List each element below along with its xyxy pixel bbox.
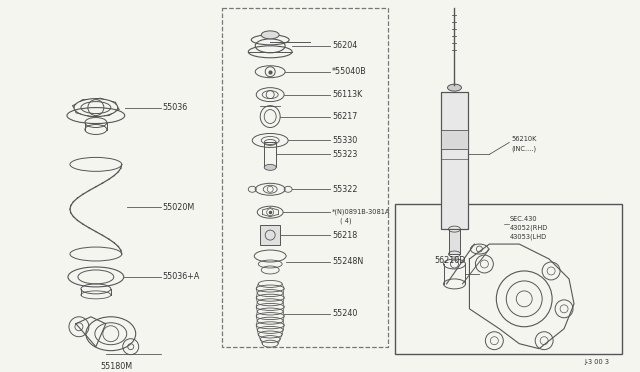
Text: 56217: 56217 — [332, 112, 357, 121]
Text: 43052(RHD: 43052(RHD — [509, 225, 548, 231]
Text: 55020M: 55020M — [163, 203, 195, 212]
Ellipse shape — [264, 164, 276, 170]
Text: 56218: 56218 — [332, 231, 357, 240]
Text: (INC....): (INC....) — [511, 145, 536, 152]
Text: 43053(LHD: 43053(LHD — [509, 234, 547, 240]
Bar — [440, 92, 468, 229]
Text: 55180M: 55180M — [101, 362, 133, 371]
Text: 56113K: 56113K — [332, 90, 362, 99]
Bar — [440, 129, 468, 150]
Ellipse shape — [261, 31, 279, 39]
Text: 55036+A: 55036+A — [163, 272, 200, 282]
Bar — [395, 204, 622, 354]
Text: 56204: 56204 — [332, 41, 357, 50]
Text: *(N)0891B-3081A: *(N)0891B-3081A — [332, 209, 390, 215]
Bar — [260, 225, 280, 245]
Text: J-3 00 3: J-3 00 3 — [584, 359, 609, 365]
Text: 55323: 55323 — [332, 150, 357, 159]
Bar — [222, 8, 388, 347]
Text: 55330: 55330 — [332, 136, 357, 145]
Text: 55240: 55240 — [332, 309, 357, 318]
Text: 56210K: 56210K — [511, 137, 537, 142]
Bar — [264, 142, 276, 167]
Bar — [440, 92, 468, 229]
Text: SEC.430: SEC.430 — [509, 216, 537, 222]
Text: ( 4): ( 4) — [340, 218, 351, 224]
Bar — [449, 229, 460, 254]
Text: 55248N: 55248N — [332, 257, 364, 266]
Text: 55036: 55036 — [163, 103, 188, 112]
Text: 55322: 55322 — [332, 185, 358, 194]
Text: 56210D: 56210D — [435, 257, 466, 266]
Ellipse shape — [447, 84, 461, 91]
Text: *55040B: *55040B — [332, 67, 367, 76]
